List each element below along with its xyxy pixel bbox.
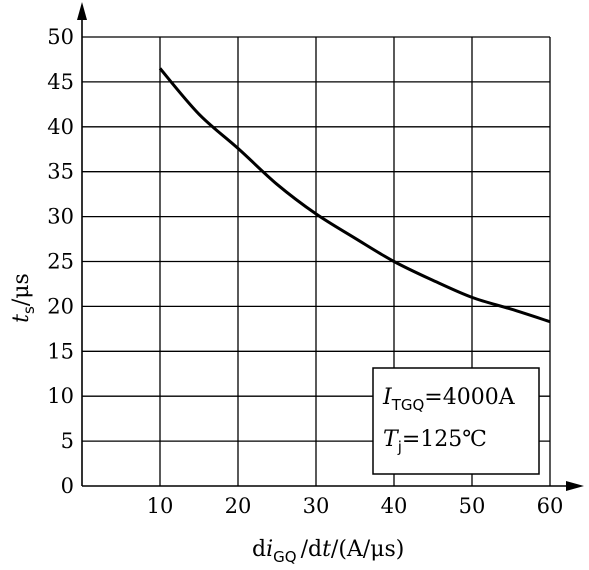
y-tick-label: 50 bbox=[47, 25, 74, 49]
y-tick-label: 0 bbox=[61, 474, 74, 498]
annotation-current-main: I bbox=[382, 385, 393, 410]
x-axis-arrow bbox=[566, 481, 584, 491]
y-axis-label: ts/μs bbox=[9, 273, 38, 323]
x-axis-label-i: i bbox=[266, 537, 273, 562]
x-tick-label: 50 bbox=[459, 494, 486, 518]
y-tick-label: 35 bbox=[47, 160, 74, 184]
x-axis-label-mid: /d bbox=[301, 537, 323, 562]
y-tick-labels: 0 5 10 15 20 25 30 35 40 45 50 bbox=[47, 25, 74, 498]
y-axis-arrow bbox=[77, 2, 87, 20]
x-axis-label-t: t bbox=[322, 537, 331, 562]
series-line-0 bbox=[158, 67, 551, 324]
y-tick-label: 5 bbox=[61, 429, 74, 453]
x-tick-labels: 10 20 30 40 50 60 bbox=[147, 494, 564, 518]
x-tick-label: 40 bbox=[381, 494, 408, 518]
y-tick-label: 30 bbox=[47, 205, 74, 229]
x-tick-label: 30 bbox=[303, 494, 330, 518]
y-axis-label-unit: /μs bbox=[9, 273, 34, 306]
annotation-current-sub: TGQ bbox=[391, 396, 425, 414]
x-axis-label-sub: GQ bbox=[273, 548, 296, 566]
x-axis-label-d: d bbox=[252, 537, 266, 562]
y-axis-label-t: t bbox=[9, 314, 34, 323]
x-axis-label: diGQ/dt/(A/μs) bbox=[252, 537, 404, 566]
y-axis-label-sub: s bbox=[20, 306, 38, 314]
y-tick-label: 25 bbox=[47, 250, 74, 274]
y-tick-label: 15 bbox=[47, 339, 74, 363]
series bbox=[158, 67, 551, 324]
annotation-current: ITGQ=4000A bbox=[382, 385, 516, 414]
axes bbox=[77, 2, 584, 491]
annotation-temperature-sub: j bbox=[397, 438, 402, 456]
annotation-temperature-value: =125℃ bbox=[402, 427, 487, 452]
y-tick-label: 45 bbox=[47, 70, 74, 94]
annotation-box bbox=[372, 367, 540, 475]
x-tick-label: 20 bbox=[225, 494, 252, 518]
y-tick-label: 40 bbox=[47, 115, 74, 139]
x-axis-label-unit: /(A/μs) bbox=[331, 537, 404, 562]
annotation-temperature-main: T bbox=[383, 427, 400, 452]
annotation-temperature: Tj=125℃ bbox=[383, 427, 487, 456]
annotation-current-value: =4000A bbox=[424, 385, 515, 410]
y-tick-label: 10 bbox=[47, 384, 74, 408]
x-tick-label: 10 bbox=[147, 494, 174, 518]
x-tick-label: 60 bbox=[537, 494, 564, 518]
y-tick-label: 20 bbox=[47, 294, 74, 318]
